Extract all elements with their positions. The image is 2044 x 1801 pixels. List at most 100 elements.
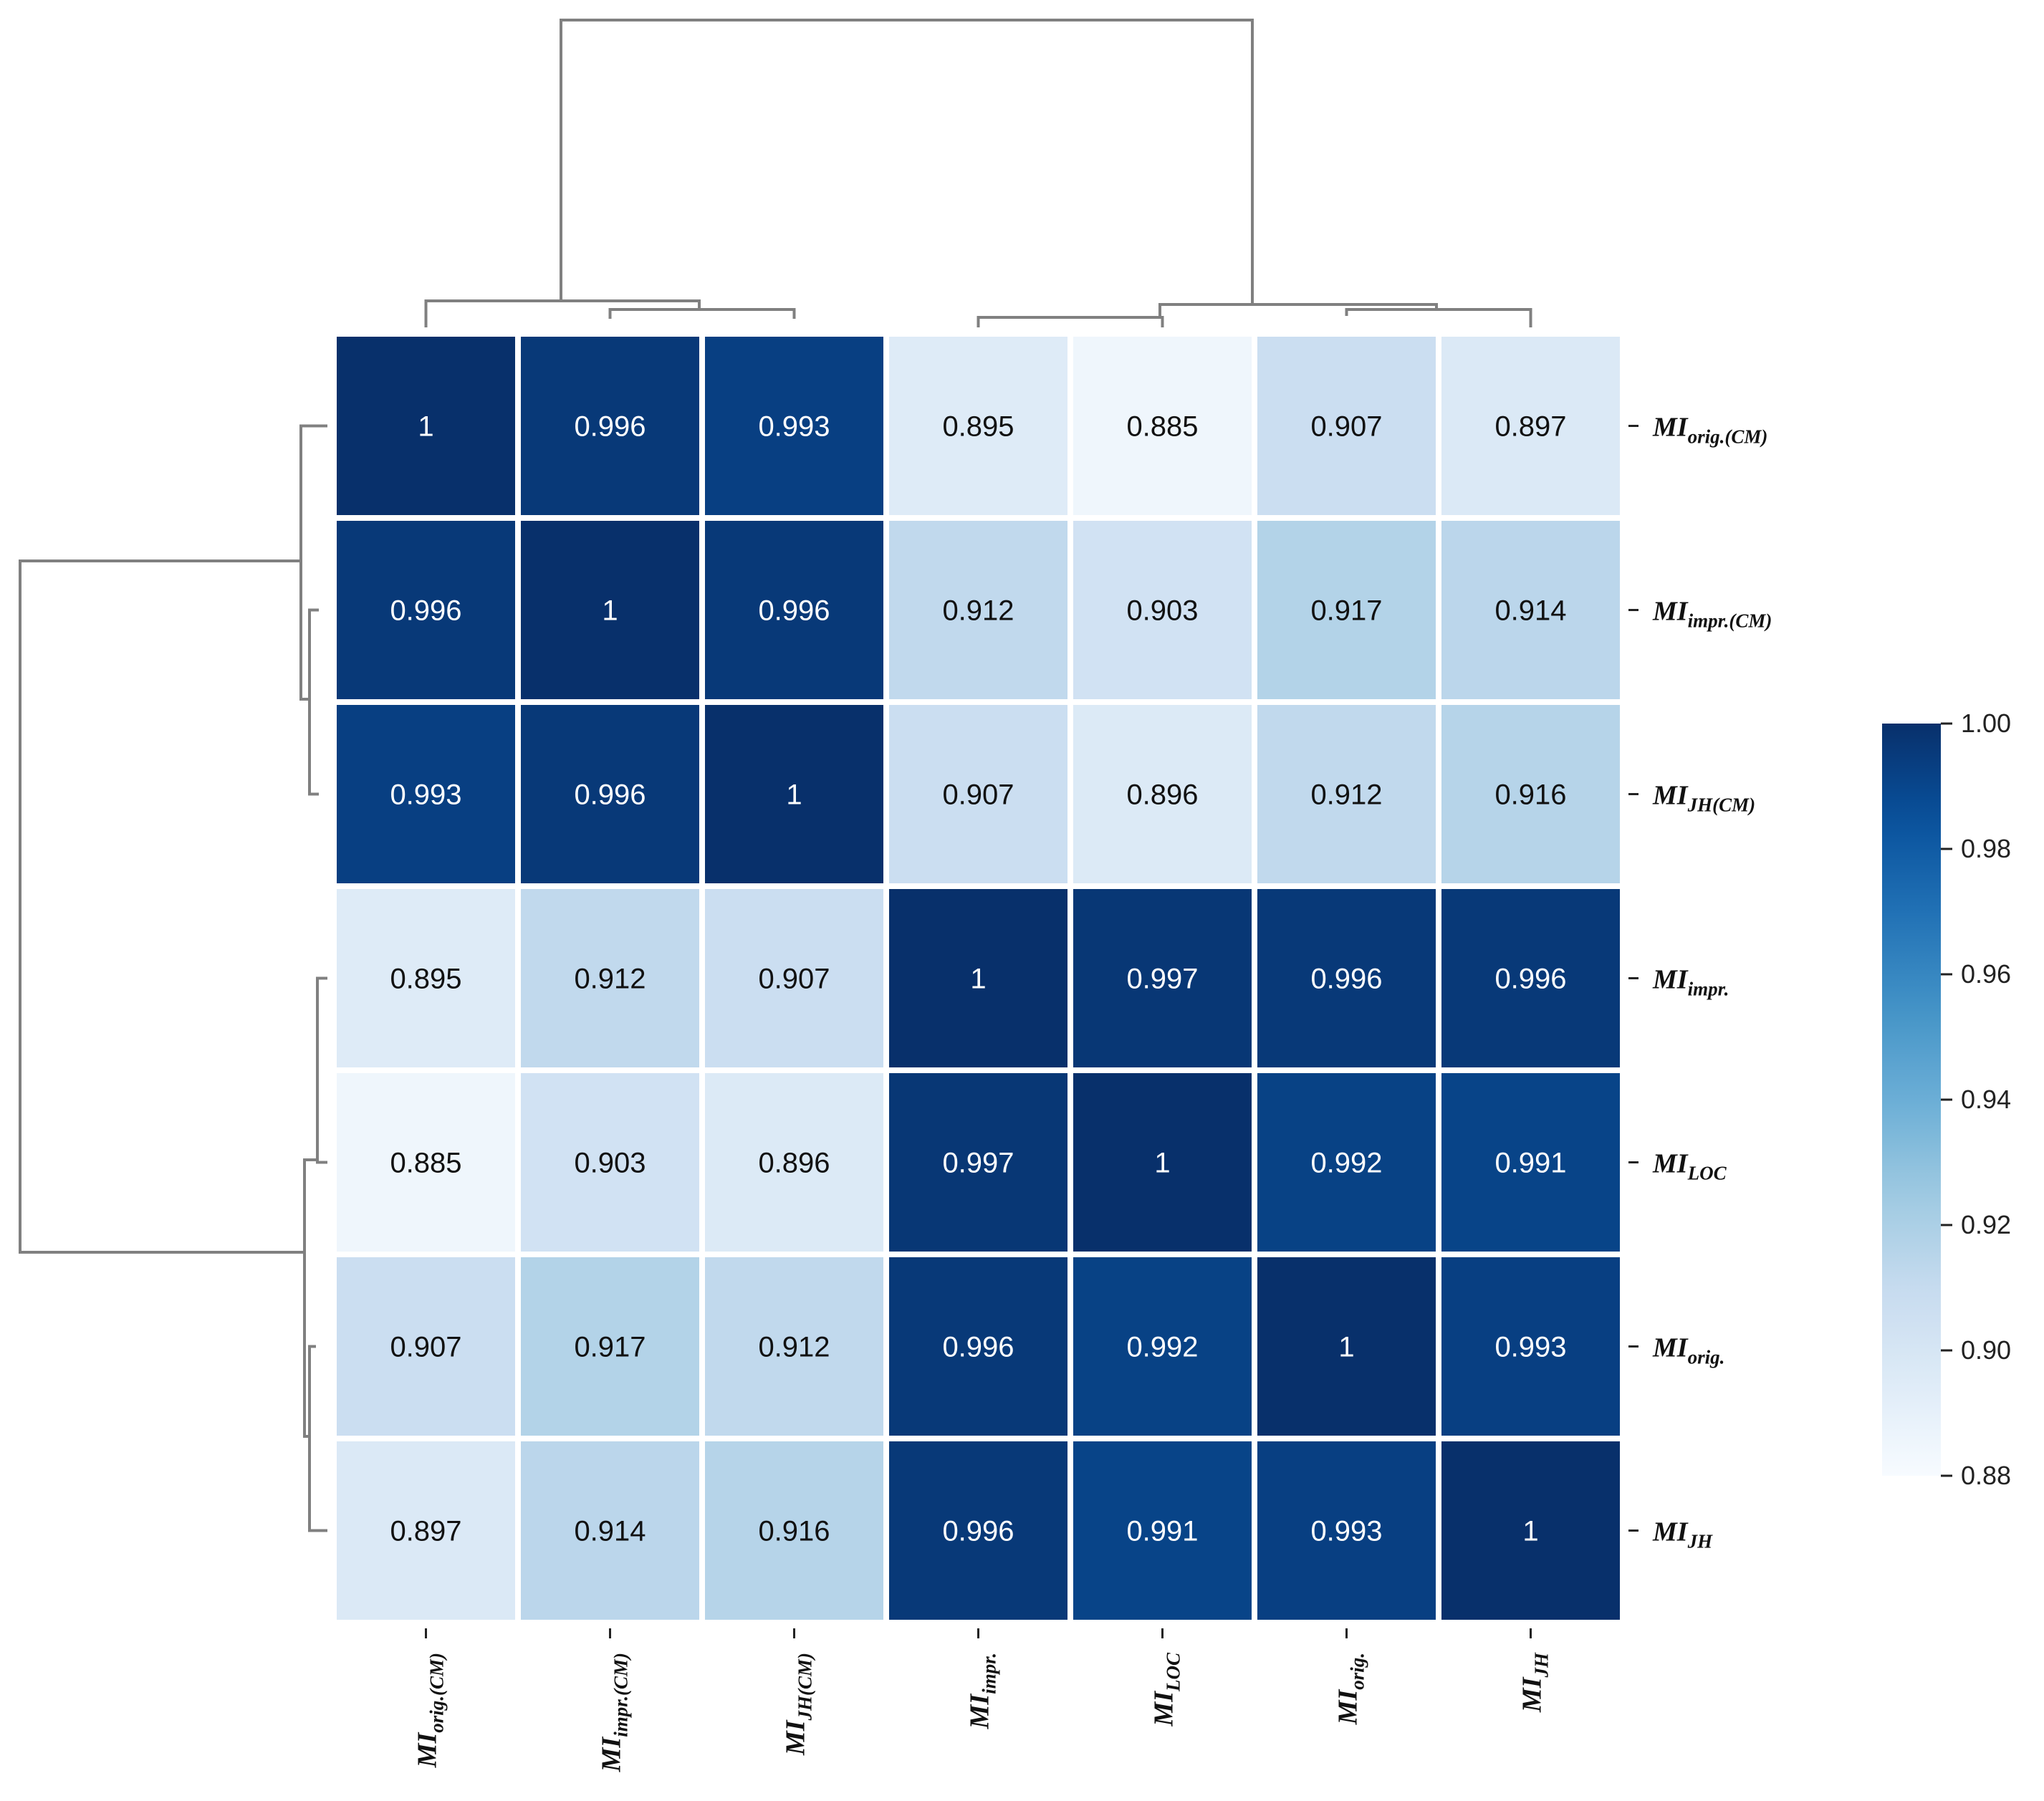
cell-value-label: 0.997 <box>1126 964 1198 995</box>
col-label: MILOC <box>1149 1652 1184 1727</box>
cell-value-label: 0.897 <box>390 1516 461 1547</box>
colorbar-tick-label: 0.96 <box>1961 959 2011 989</box>
cell-value-label: 1 <box>786 779 802 811</box>
heatmap-cell <box>1252 699 1441 889</box>
cell-value-label: 0.896 <box>758 1148 830 1179</box>
row-label: MIJH(CM) <box>1652 781 1755 816</box>
heatmap-cell <box>1436 1436 1626 1625</box>
row-dendrogram-link <box>308 1345 327 1532</box>
col-label: MIimpr.(CM) <box>597 1653 632 1772</box>
cell-value-label: 1 <box>1154 1148 1170 1179</box>
row-label: MIorig.(CM) <box>1652 413 1767 448</box>
heatmap-cell <box>699 1436 889 1625</box>
row-dendrogram-link <box>19 559 304 1254</box>
colorbar-tick-label: 0.90 <box>1961 1335 2011 1365</box>
col-label: MIJH <box>1517 1652 1553 1713</box>
col-label: MIimpr. <box>965 1653 1000 1729</box>
cell-value-label: 0.912 <box>942 595 1014 627</box>
cell-value-label: 0.917 <box>574 1332 646 1363</box>
cell-value-label: 1 <box>602 595 618 627</box>
cell-value-label: 0.917 <box>1310 595 1382 627</box>
row-dendrogram-link <box>308 608 319 796</box>
cell-value-label: 0.907 <box>758 964 830 995</box>
cell-value-label: 0.903 <box>1126 595 1198 627</box>
col-label: MIJH(CM) <box>781 1653 816 1756</box>
cell-value-label: 0.907 <box>390 1332 461 1363</box>
cell-value-label: 0.993 <box>758 411 830 443</box>
cell-value-label: 0.885 <box>1126 411 1198 443</box>
cell-value-label: 0.914 <box>1494 595 1566 627</box>
cell-value-label: 0.993 <box>1494 1332 1566 1363</box>
row-dendrogram-link <box>299 424 327 701</box>
cell-value-label: 0.896 <box>1126 779 1198 811</box>
colorbar-tick-label: 0.94 <box>1961 1085 2011 1114</box>
cell-value-label: 0.996 <box>1310 964 1382 995</box>
cell-value-label: 0.996 <box>390 595 461 627</box>
col-dendrogram-link <box>560 19 1254 304</box>
cell-value-label: 0.907 <box>1310 411 1382 443</box>
colorbar-tick-label: 0.88 <box>1961 1461 2011 1490</box>
cell-value-label: 0.912 <box>574 964 646 995</box>
cell-value-label: 0.912 <box>1310 779 1382 811</box>
heatmap-cell <box>883 1436 1073 1625</box>
cell-value-label: 0.996 <box>574 411 646 443</box>
cell-value-label: 0.912 <box>758 1332 830 1363</box>
row-label: MILOC <box>1652 1149 1727 1184</box>
cell-value-label: 0.903 <box>574 1148 646 1179</box>
heatmap-cell <box>331 331 521 521</box>
col-dendrogram-link <box>1158 303 1438 317</box>
cell-value-label: 0.885 <box>390 1148 461 1179</box>
heatmap-cell <box>699 1067 889 1257</box>
cell-value-label: 0.996 <box>942 1332 1014 1363</box>
cell-value-label: 0.991 <box>1494 1148 1566 1179</box>
heatmap-cell <box>331 515 521 705</box>
colorbar <box>1882 724 1941 1476</box>
cell-value-label: 0.996 <box>574 779 646 811</box>
row-label: MIimpr. <box>1652 965 1729 1000</box>
heatmap-cell <box>331 883 521 1073</box>
colorbar-tick-label: 1.00 <box>1961 709 2011 738</box>
heatmap-cell <box>1436 515 1626 705</box>
heatmap-cell <box>1067 1436 1257 1625</box>
cell-value-label: 0.914 <box>574 1516 646 1547</box>
heatmap-cell <box>1436 1252 1626 1441</box>
row-label: MIJH <box>1652 1517 1713 1552</box>
cell-value-label: 0.992 <box>1310 1148 1382 1179</box>
heatmap-cell <box>1067 699 1257 889</box>
cell-value-label: 0.992 <box>1126 1332 1198 1363</box>
heatmap-cell <box>515 883 705 1073</box>
row-dendrogram-link <box>303 1158 317 1438</box>
heatmap-cell <box>1067 515 1257 705</box>
row-label: MIorig. <box>1652 1333 1724 1368</box>
heatmap-cell <box>331 1067 521 1257</box>
cell-value-label: 1 <box>1338 1332 1354 1363</box>
cell-value-label: 1 <box>970 964 986 995</box>
heatmap-cell <box>331 1252 521 1441</box>
col-label: MIorig.(CM) <box>413 1653 448 1768</box>
heatmap-cell <box>515 1252 705 1441</box>
colorbar-tick-label: 0.98 <box>1961 834 2011 863</box>
row-dendrogram-link <box>316 976 327 1164</box>
col-dendrogram-link <box>608 308 796 319</box>
col-dendrogram-link <box>1345 308 1532 327</box>
cell-value-label: 0.996 <box>758 595 830 627</box>
heatmap-cell <box>1436 699 1626 889</box>
cell-value-label: 0.991 <box>1126 1516 1198 1547</box>
cell-value-label: 0.916 <box>1494 779 1566 811</box>
cell-value-label: 0.895 <box>390 964 461 995</box>
heatmap-cell <box>515 331 705 521</box>
cell-value-label: 0.993 <box>390 779 461 811</box>
col-dendrogram-link <box>977 316 1164 327</box>
cell-value-label: 0.996 <box>1494 964 1566 995</box>
row-label: MIimpr.(CM) <box>1652 597 1772 632</box>
cell-value-label: 0.997 <box>942 1148 1014 1179</box>
cell-value-label: 0.907 <box>942 779 1014 811</box>
heatmap-cell <box>1252 1436 1441 1625</box>
heatmap-cell <box>515 699 705 889</box>
col-dendrogram-link <box>424 299 701 327</box>
cell-value-label: 0.895 <box>942 411 1014 443</box>
cell-value-label: 0.996 <box>942 1516 1014 1547</box>
col-label: MIorig. <box>1333 1653 1368 1725</box>
heatmap-cell <box>699 699 889 889</box>
